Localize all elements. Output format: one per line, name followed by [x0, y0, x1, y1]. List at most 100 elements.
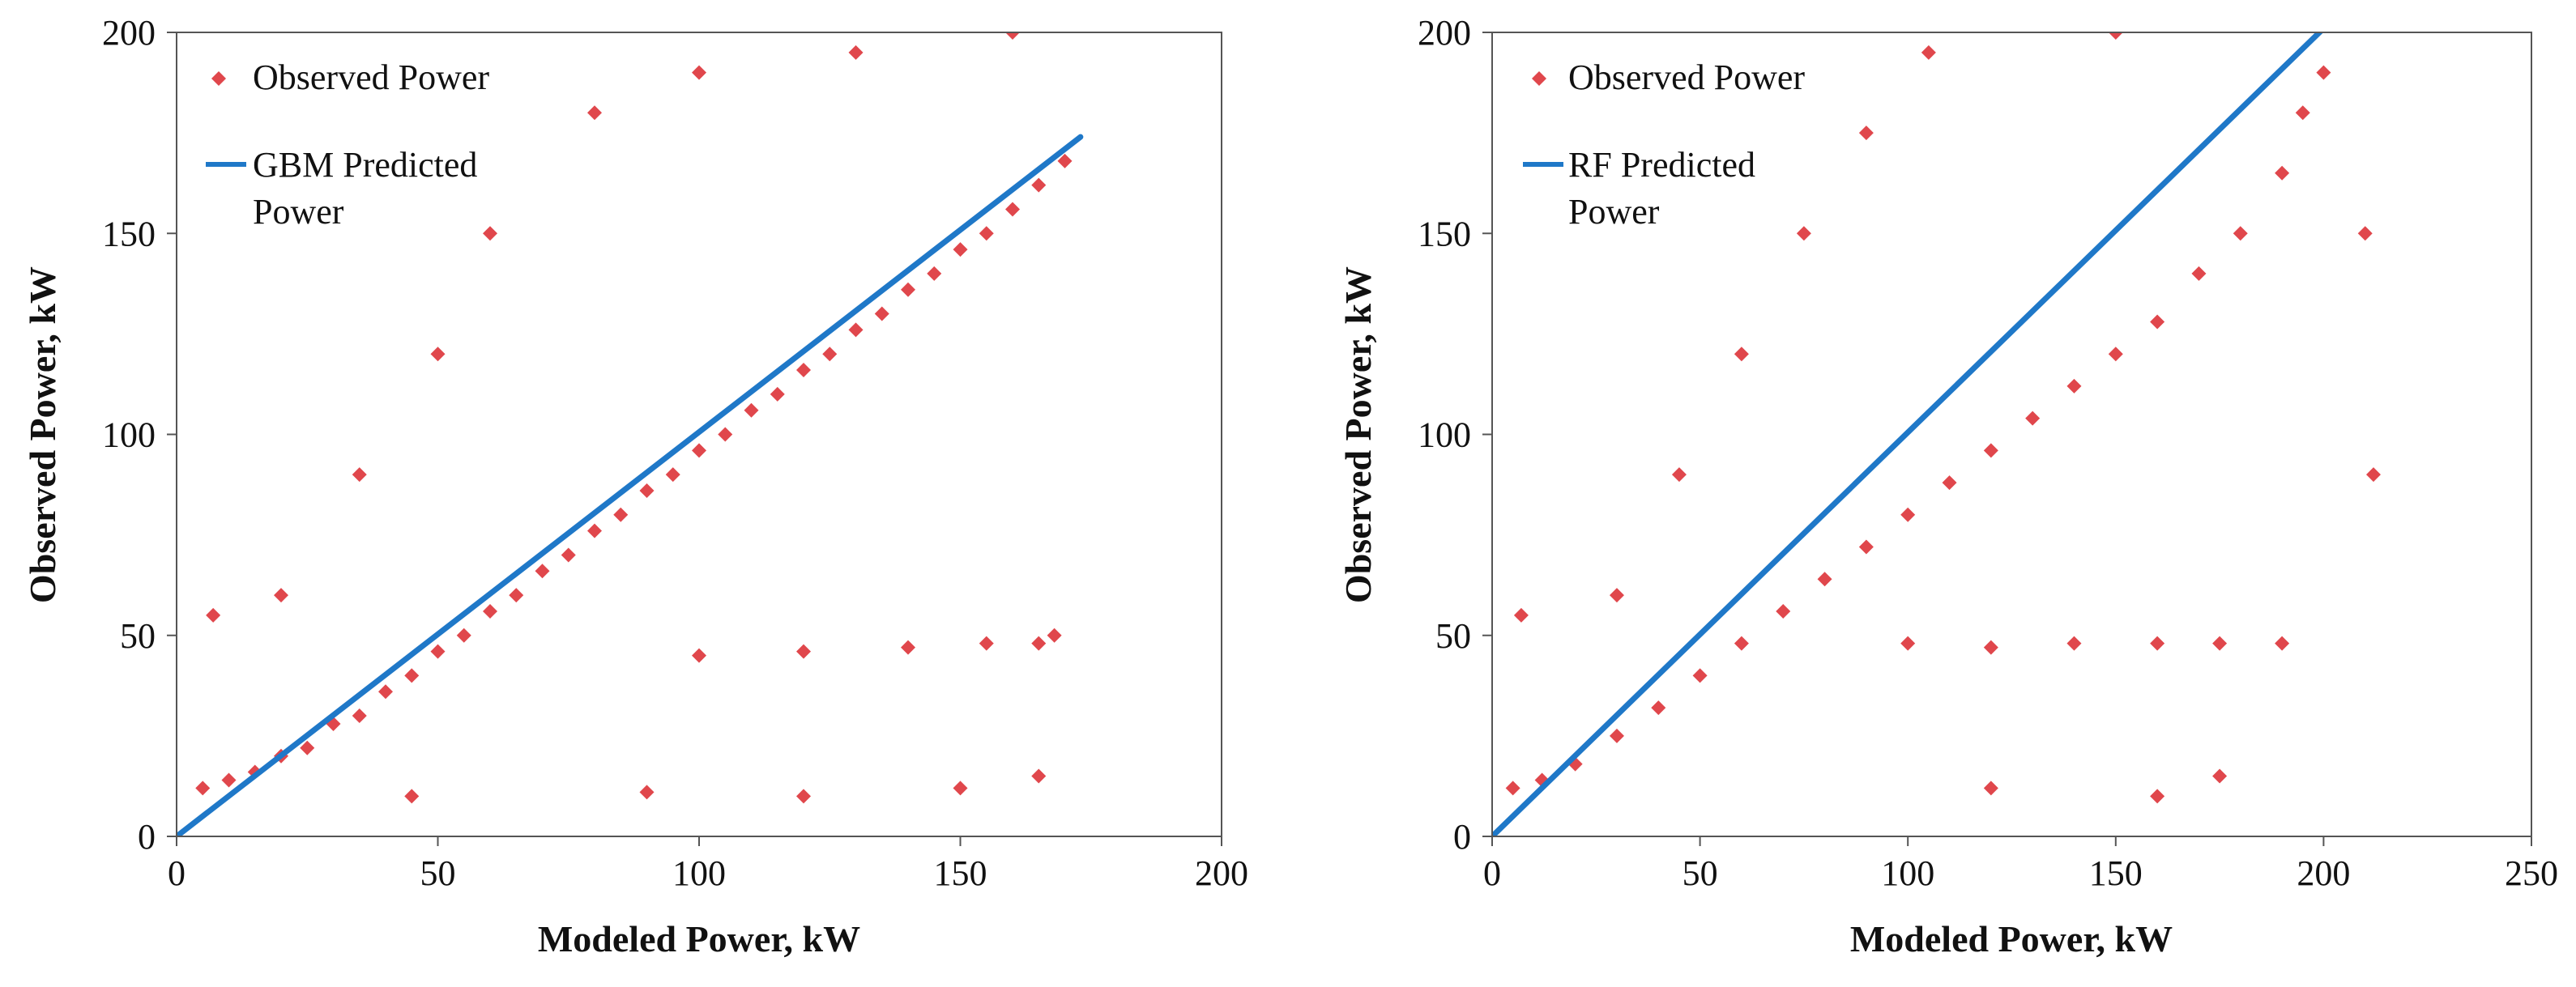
- scatter-point: [1671, 467, 1687, 483]
- scatter-point: [1609, 588, 1624, 603]
- x-tick-label: 150: [2089, 853, 2143, 893]
- scatter-point: [430, 644, 446, 659]
- scatter-point: [2212, 636, 2228, 651]
- scatter-point: [1005, 32, 1020, 40]
- scatter-point: [901, 640, 915, 655]
- scatter-point: [1983, 781, 1998, 796]
- scatter-point: [206, 607, 221, 623]
- scatter-point: [2275, 636, 2290, 651]
- scatter-point: [2025, 411, 2041, 426]
- scatter-point: [2233, 226, 2248, 241]
- scatter-point: [1005, 202, 1020, 217]
- scatter-point: [1858, 539, 1874, 555]
- scatter-point: [2316, 65, 2331, 80]
- scatter-point: [2191, 266, 2207, 281]
- scatter-point: [2066, 378, 2082, 394]
- scatter-point: [1047, 628, 1062, 643]
- scatter-point: [1513, 607, 1529, 623]
- scatter-point: [692, 443, 706, 458]
- x-tick-label: 50: [1683, 853, 1718, 893]
- scatter-point: [1031, 768, 1047, 784]
- legend-label-observed: Observed Power: [1568, 57, 1805, 97]
- scatter-point: [639, 483, 655, 499]
- scatter-point: [2150, 789, 2165, 804]
- scatter-point: [1692, 668, 1708, 683]
- scatter-point: [848, 45, 864, 60]
- scatter-point: [953, 781, 968, 796]
- scatter-point: [848, 322, 864, 338]
- scatter-point: [1983, 443, 1998, 458]
- scatter-point: [1505, 781, 1520, 796]
- y-axis-title: Observed Power, kW: [1337, 266, 1379, 603]
- scatter-point: [1734, 347, 1749, 362]
- y-tick-label: 50: [120, 616, 156, 656]
- legend: Observed Power RF Predicted Power: [1523, 57, 1805, 232]
- scatter-point: [378, 684, 393, 700]
- scatter-point: [1921, 45, 1936, 60]
- scatter-point: [1942, 475, 1957, 491]
- ticks: 0 50 100 150 200 250 0 50 100 150 200: [1418, 13, 2558, 893]
- scatter-point: [1609, 728, 1624, 743]
- scatter-point: [927, 266, 942, 281]
- scatter-point: [979, 636, 994, 651]
- scatter-point: [2066, 636, 2082, 651]
- scatter-point: [822, 347, 838, 362]
- legend-label-predicted-line1: RF Predicted: [1568, 145, 1755, 185]
- y-axis-title: Observed Power, kW: [22, 266, 63, 603]
- y-tick-label: 200: [102, 13, 156, 53]
- scatter-point: [1983, 640, 1998, 655]
- scatter-point: [796, 363, 811, 378]
- scatter-point: [692, 648, 706, 663]
- y-tick-label: 100: [102, 415, 156, 455]
- scatter-point: [1031, 636, 1047, 651]
- ticks: 0 50 100 150 200 0 50 100 150 200: [102, 13, 1248, 893]
- scatter-point: [221, 772, 237, 788]
- scatter-point: [2365, 467, 2381, 483]
- scatter-point: [2295, 105, 2310, 121]
- chart-rf: 0 50 100 150 200 250 0 50 100 150 200 Modeled Powe…: [1337, 13, 2558, 959]
- x-tick-label: 0: [168, 853, 186, 893]
- scatter-point: [483, 226, 497, 241]
- scatter-point: [2150, 636, 2165, 651]
- legend-label-predicted-line2: Power: [253, 192, 344, 232]
- scatter-point: [404, 789, 420, 804]
- line-layer: [1492, 32, 2324, 836]
- scatter-point: [535, 564, 550, 579]
- scatter-layer: [195, 32, 1073, 804]
- x-tick-label: 200: [2297, 853, 2350, 893]
- scatter-point: [404, 668, 420, 683]
- scatter-point: [953, 242, 968, 257]
- scatter-point: [456, 628, 471, 643]
- chart-gbm: 0 50 100 150 200 0 50 100 150 200 Modeled Power, …: [22, 13, 1248, 959]
- scatter-point: [352, 467, 367, 483]
- x-axis-title: Modeled Power, kW: [1850, 918, 2173, 959]
- y-tick-label: 50: [1435, 616, 1471, 656]
- legend-marker-observed: [1532, 71, 1546, 86]
- scatter-point: [692, 65, 706, 80]
- x-tick-label: 100: [672, 853, 726, 893]
- legend: Observed Power GBM Predicted Power: [206, 57, 489, 232]
- scatter-point: [1031, 177, 1047, 193]
- scatter-point: [195, 781, 211, 796]
- scatter-point: [2108, 32, 2123, 40]
- x-tick-label: 150: [934, 853, 987, 893]
- x-tick-label: 100: [1881, 853, 1934, 893]
- y-tick-label: 100: [1418, 415, 1471, 455]
- scatter-point: [1734, 636, 1749, 651]
- y-tick-label: 200: [1418, 13, 1471, 53]
- scatter-point: [1817, 572, 1832, 587]
- x-tick-label: 50: [420, 853, 456, 893]
- scatter-point: [2212, 768, 2228, 784]
- scatter-point: [1796, 226, 1811, 241]
- scatter-point: [1057, 153, 1073, 168]
- scatter-point: [430, 347, 446, 362]
- scatter-point: [509, 588, 524, 603]
- scatter-point: [1900, 636, 1916, 651]
- scatter-point: [2108, 347, 2123, 362]
- scatter-point: [639, 785, 655, 800]
- scatter-point: [561, 547, 576, 563]
- scatter-point: [770, 386, 785, 402]
- scatter-point: [483, 603, 497, 619]
